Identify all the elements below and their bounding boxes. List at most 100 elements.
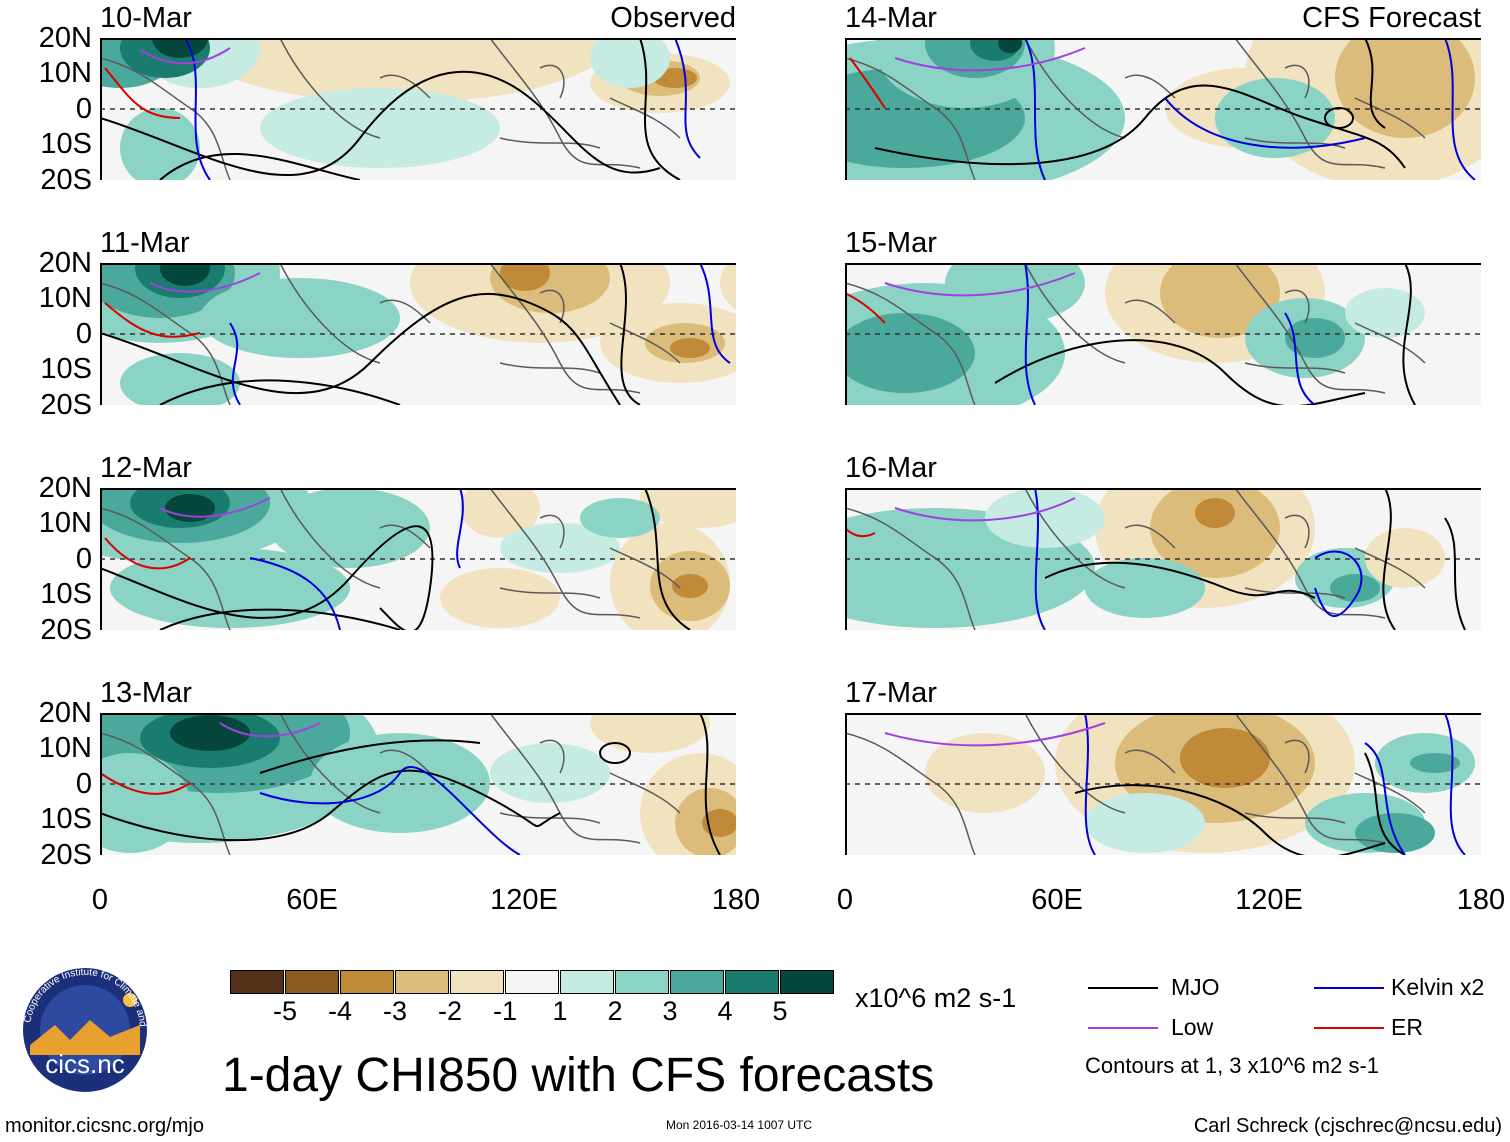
colorbar-box	[560, 970, 614, 994]
coastline	[1284, 289, 1310, 324]
anomaly-shading	[640, 488, 736, 528]
legend-swatch-kelvin	[1314, 987, 1384, 989]
coastline	[845, 282, 976, 405]
mjo-contour	[1364, 38, 1386, 129]
lat-label: 0	[75, 93, 92, 125]
map-area	[100, 488, 736, 630]
coastline	[539, 739, 565, 774]
legend-label-kelvin: Kelvin x2	[1391, 974, 1485, 1000]
map-area	[845, 38, 1481, 180]
kelvin-contour	[184, 38, 211, 180]
coastline	[1024, 263, 1126, 364]
mjo-contour	[994, 339, 1366, 405]
coastline	[489, 38, 641, 169]
lon-label: 180	[711, 884, 761, 916]
mjo-contour	[159, 608, 401, 630]
chi850-field	[845, 713, 1481, 855]
colorbar-box	[230, 970, 284, 994]
coastline	[1124, 524, 1176, 549]
footer-url[interactable]: monitor.cicsnc.org/mjo	[5, 1115, 204, 1137]
coastline	[279, 38, 381, 139]
colorbar-box	[670, 970, 724, 994]
lat-label: 20S	[40, 164, 92, 196]
anomaly-shading	[440, 568, 560, 628]
coastline	[845, 57, 976, 180]
lat-label: 10N	[38, 282, 92, 314]
chi850-field	[845, 488, 1481, 630]
coastline	[1024, 38, 1126, 139]
coastline	[539, 514, 565, 549]
lon-label: 0	[91, 884, 109, 916]
colorbar-box	[285, 970, 339, 994]
lat-label: 10S	[40, 578, 92, 610]
chi850-field	[845, 38, 1481, 180]
low-contour	[894, 47, 1086, 72]
cics-logo: Cooperative Institute for Climate and Sa…	[10, 965, 148, 1092]
legend-label-er: ER	[1391, 1014, 1423, 1040]
mjo-contour	[1382, 488, 1396, 630]
colorbar-box	[505, 970, 559, 994]
lat-label: 10S	[40, 803, 92, 835]
mjo-contour	[599, 742, 632, 764]
coastline	[499, 587, 601, 599]
er-contour	[100, 772, 191, 795]
kelvin-contour	[1034, 488, 1046, 630]
kelvin-contour	[1024, 263, 1036, 405]
coastline	[1354, 322, 1426, 364]
anomaly-shading	[260, 88, 500, 168]
anomaly-shading	[200, 278, 400, 358]
mjo-contour	[1324, 107, 1355, 129]
anomaly-shading	[845, 313, 975, 393]
legend-swatch-er	[1314, 1027, 1384, 1029]
colorbar-tick-label: 5	[772, 996, 788, 1026]
map-area	[845, 713, 1481, 855]
coastline	[379, 749, 431, 774]
anomaly-shading	[1345, 288, 1425, 338]
coastline	[1244, 812, 1346, 824]
figure-title: 1-day CHI850 with CFS forecasts	[222, 1049, 935, 1102]
coastline	[379, 299, 431, 324]
map-area	[845, 488, 1481, 630]
coastline	[1244, 587, 1346, 599]
colorbar-tick-label: 2	[607, 996, 623, 1026]
lat-label: 20S	[40, 389, 92, 421]
coastline	[1024, 488, 1126, 589]
legend-swatch-low	[1088, 1027, 1158, 1029]
anomaly-shading	[1285, 318, 1345, 358]
coastline	[499, 362, 601, 374]
mjo-contour	[100, 769, 561, 842]
anomaly-shading	[945, 263, 1085, 323]
kelvin-contour	[1444, 38, 1476, 180]
kelvin-contour	[1024, 38, 1046, 180]
colorbar-tick-label: -2	[437, 996, 462, 1026]
coastline	[539, 64, 565, 99]
low-contour	[159, 497, 271, 518]
chi850-field	[100, 38, 736, 180]
colorbar-tick-label: 1	[552, 996, 568, 1026]
panel-date-label: 13-Mar	[100, 677, 192, 709]
low-contour	[139, 47, 231, 65]
anomaly-shading	[1335, 38, 1475, 138]
er-contour	[845, 292, 886, 324]
anomaly-shading	[720, 263, 736, 311]
map-area	[100, 263, 736, 405]
map-area	[100, 713, 736, 855]
lat-label: 10N	[38, 507, 92, 539]
coastline	[1234, 263, 1386, 394]
lat-label: 10S	[40, 128, 92, 160]
lat-label: 20N	[38, 472, 92, 504]
mjo-contour	[874, 84, 1406, 169]
anomaly-shading	[1085, 558, 1205, 618]
lon-label: 60E	[286, 884, 338, 916]
coastline	[1234, 713, 1386, 844]
coastline	[1284, 739, 1310, 774]
er-contour	[104, 537, 191, 570]
mjo-contour	[699, 713, 721, 855]
mjo-contour	[159, 152, 361, 180]
chi850-field	[845, 263, 1481, 405]
coastline	[1284, 64, 1310, 99]
anomaly-shading	[180, 38, 620, 103]
coastline	[1354, 547, 1426, 589]
anomaly-shading	[1330, 574, 1380, 602]
coastline	[1244, 362, 1346, 374]
